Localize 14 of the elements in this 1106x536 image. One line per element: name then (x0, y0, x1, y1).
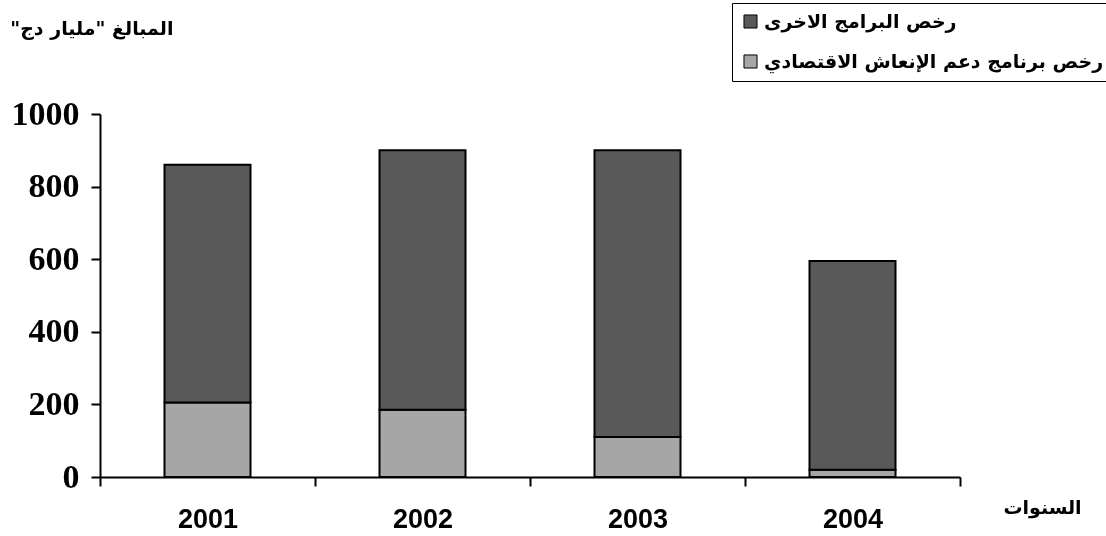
x-tick-label: 2004 (822, 503, 884, 534)
x-axis-title: السنوات (1003, 495, 1082, 519)
x-tick-label: 2001 (177, 503, 239, 534)
x-tick-label: 2003 (607, 503, 669, 534)
y-tick-label: 200 (28, 384, 80, 422)
y-tick-label: 0 (62, 457, 80, 495)
legend-label: رخص البرامج الاخرى (764, 9, 957, 33)
y-tick-label: 800 (28, 167, 80, 205)
y-axis-title: المبالغ "مليار دج" (10, 16, 174, 40)
y-tick-label: 600 (28, 239, 80, 277)
y-tick-label: 400 (28, 312, 80, 350)
x-tick-label: 2002 (392, 503, 454, 534)
y-tick-label: 1000 (11, 94, 80, 132)
legend-label: رخص برنامج دعم الإنعاش الاقتصادي (764, 49, 1104, 74)
